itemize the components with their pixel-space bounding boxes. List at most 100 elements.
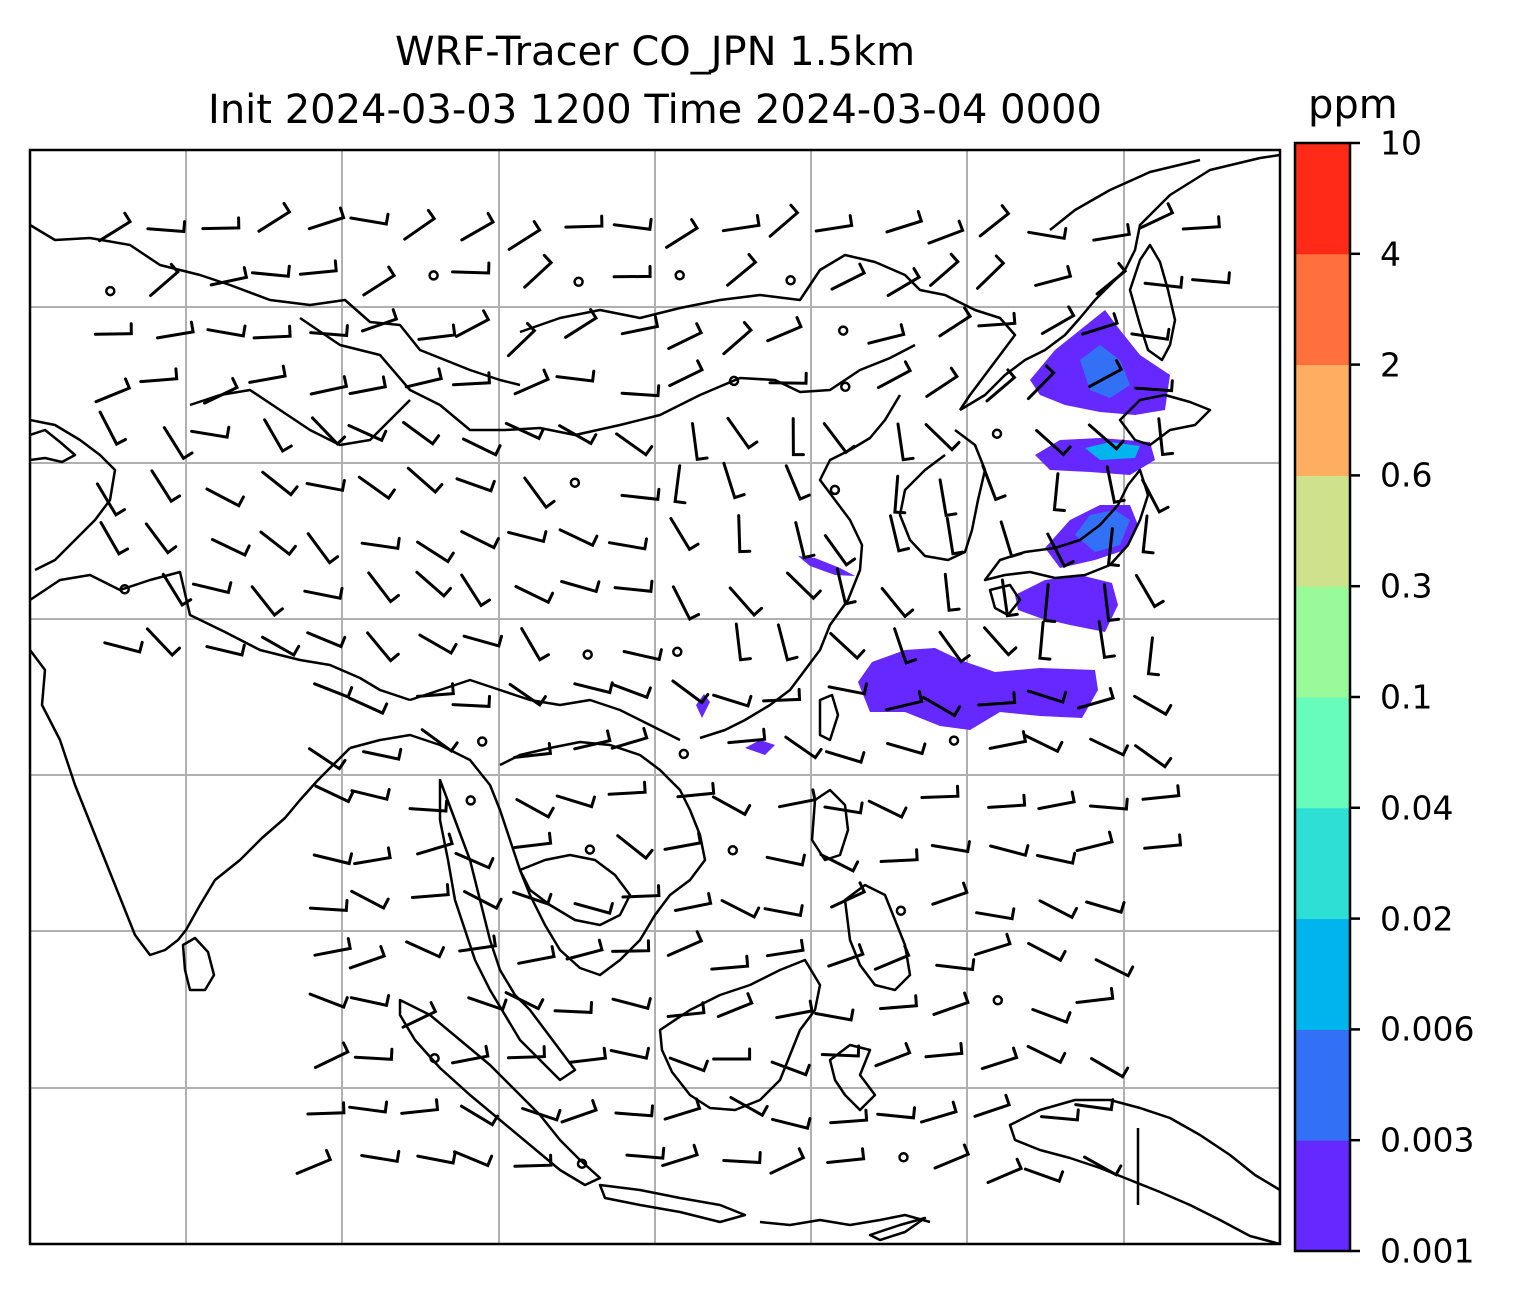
colorbar-tick-label: 0.02 [1380,899,1454,939]
colorbar-tick-label: 0.001 [1380,1231,1475,1271]
plume-japan-south [858,648,1098,730]
afghan-border [30,418,117,572]
gridlines [30,150,1280,1244]
wind-barb [943,572,961,612]
wind-barb [314,784,355,804]
malay-peninsula [438,778,577,1082]
wind-barb [553,1001,593,1014]
sulawesi [828,1043,877,1112]
wind-barb [669,517,700,552]
calm-wind-marker [678,748,690,760]
wind-barb [348,696,389,716]
wind-barb [830,262,867,291]
borneo [658,958,822,1112]
wind-barb [311,416,347,447]
wind-barb [149,262,180,297]
wind-barb [360,536,401,550]
wind-barb [829,632,866,661]
wind-barb [989,844,1030,858]
wind-barb [1089,797,1129,811]
wind-barb [867,323,906,345]
wind-barb [451,694,491,708]
wind-barb [420,728,459,753]
wind-barb [312,852,353,866]
wind-barb [933,1143,971,1170]
wind-barb [620,487,661,501]
wind-barb [612,217,653,231]
wind-barb [671,585,701,622]
wind-barb [616,834,654,861]
wind-barb [1157,417,1175,457]
wind-barb [612,264,652,279]
wind-barb [985,368,1017,403]
wind-barb [350,889,390,911]
wind-barb [1141,478,1170,514]
wind-barb [98,410,127,447]
colorbar-segment [1295,143,1350,255]
wind-barb [893,474,907,515]
wind-barb [930,840,971,854]
wind-barb [261,635,301,658]
wind-barb [555,794,596,809]
wind-barb [515,798,555,819]
wind-barb [512,890,553,906]
plume-small-1 [696,694,710,718]
wind-barb [975,907,1016,921]
wind-barb [728,586,764,618]
wind-barb [418,633,458,656]
wind-barb [621,884,661,899]
wind-barb [729,1096,769,1118]
wind-barb [513,1153,553,1168]
calm-wind-marker [465,795,476,806]
wind-barb [454,309,491,338]
wind-barb [676,781,716,799]
wind-barb [415,682,455,698]
wind-barb [1094,958,1135,978]
wind-barb [1075,986,1115,1004]
wind-barb [347,424,388,443]
wind-barb [607,780,647,796]
colorbar-tick-label: 2 [1380,345,1401,385]
wind-barb [410,883,450,899]
wind-barb [507,530,548,544]
wind-barb [1087,423,1125,451]
wind-barb [1037,790,1076,811]
wind-barb [451,1044,490,1065]
calm-wind-marker [727,845,739,856]
wind-barb [1088,359,1124,388]
wind-barb [406,466,444,495]
wind-barb [1138,202,1175,230]
wind-barb [451,261,491,275]
wind-barb [1027,941,1067,963]
wind-barb [507,220,542,251]
wind-barb [929,252,960,287]
wind-barb [1130,327,1171,341]
wind-barb [661,1143,699,1168]
map-frame [28,148,1282,1246]
wind-barb [573,729,612,751]
wind-barb [350,787,391,802]
wind-barb [1089,737,1129,757]
wind-barb [463,890,503,911]
wind-barb [1146,636,1160,677]
wind-barb [210,538,251,558]
wind-barb [523,253,554,289]
wind-barb [564,214,604,229]
calm-wind-marker [674,270,685,281]
wind-barb [726,416,759,450]
wind-barb [1083,1155,1123,1177]
wind-barb [467,996,508,1012]
calm-wind-marker [895,905,907,916]
wind-barb [401,1001,438,1029]
wind-barb [924,423,961,452]
tibet-border [409,678,681,742]
colorbar-segment [1295,253,1350,366]
wind-barb [673,892,713,912]
wind-barb [722,1151,762,1165]
colorbar-tick-label: 0.003 [1380,1120,1475,1160]
wind-barb [786,571,822,601]
kamchatka-north [1049,158,1201,231]
wind-barb [308,992,349,1009]
wind-barb [99,521,130,556]
wind-barb [826,1147,866,1164]
